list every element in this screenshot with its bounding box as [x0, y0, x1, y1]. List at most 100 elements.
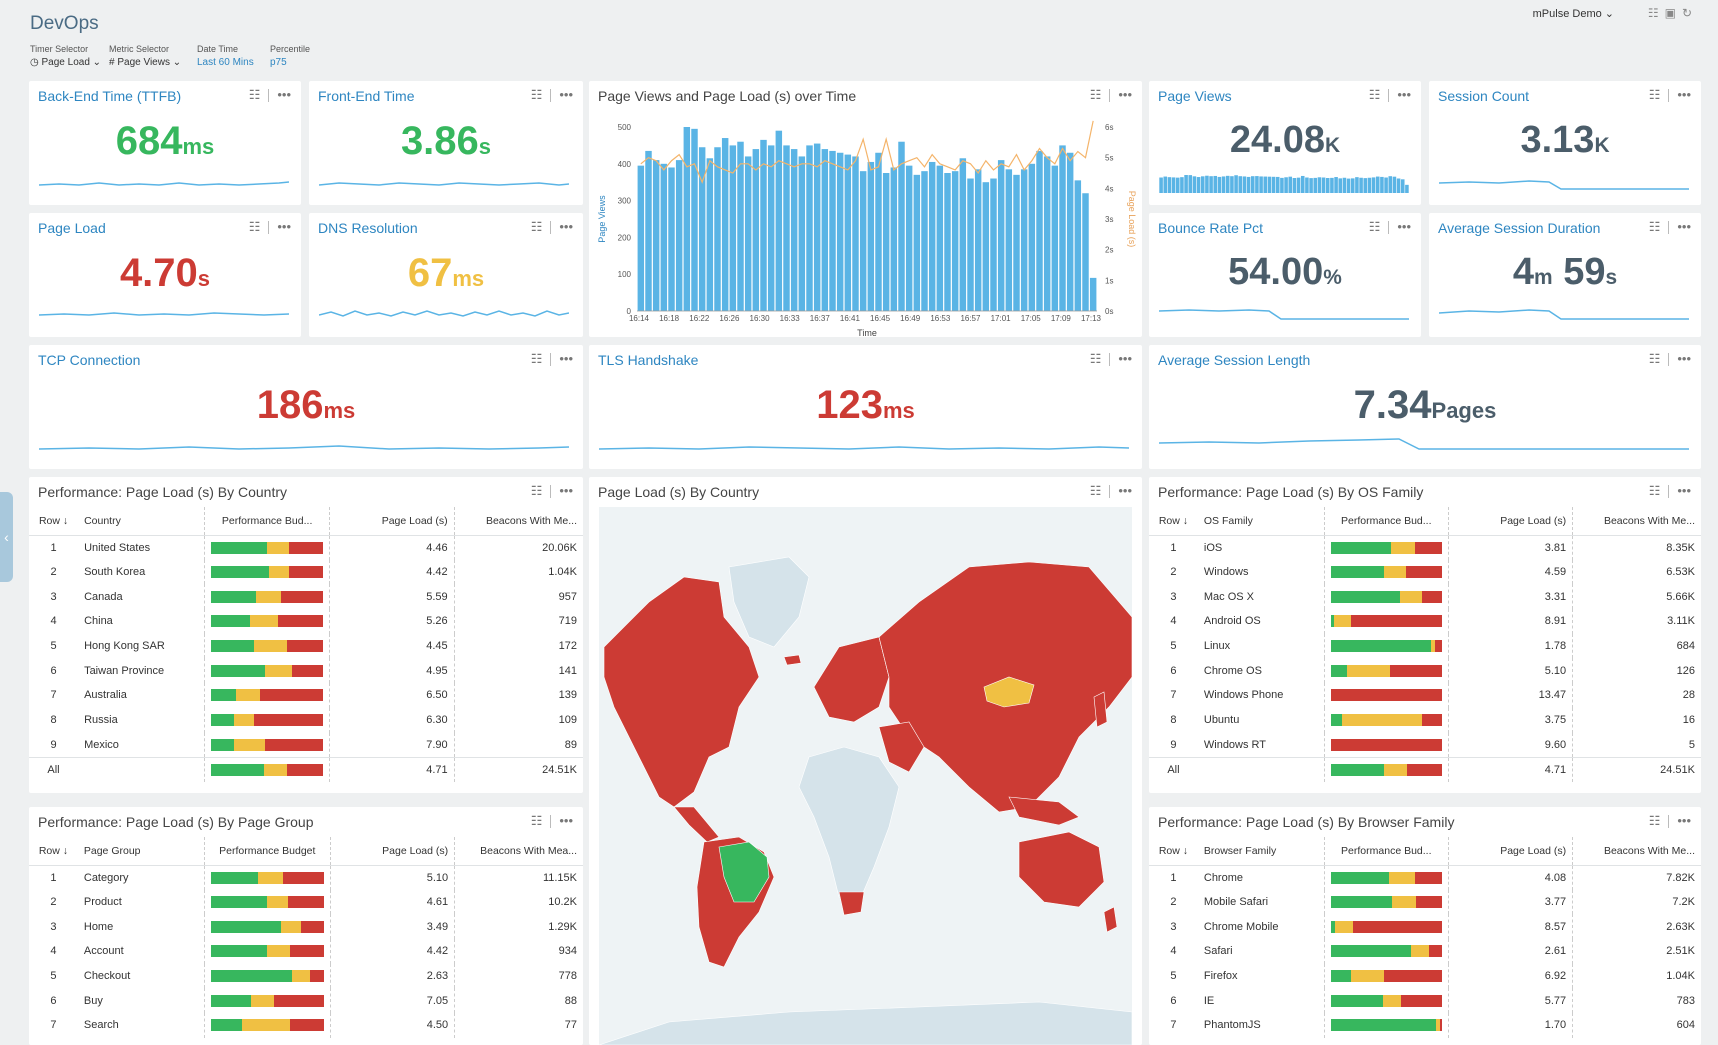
column-header[interactable]: Beacons With Me...	[1572, 837, 1701, 866]
table-row[interactable]: 3 Chrome Mobile 8.57 2.63K	[1149, 914, 1701, 940]
table-row[interactable]: 6 Chrome OS 5.10 126	[1149, 658, 1701, 684]
table-row[interactable]: 4 Account 4.42 934	[29, 939, 583, 964]
tree-icon[interactable]: ☷	[1648, 813, 1661, 828]
more-options-icon[interactable]: •••	[1397, 87, 1411, 102]
more-options-icon[interactable]: •••	[1118, 351, 1132, 366]
table-row[interactable]: 5 Hong Kong SAR 4.45 172	[29, 633, 583, 659]
column-header[interactable]: Performance Budget	[203, 837, 331, 866]
tree-icon[interactable]: ☷	[1089, 351, 1102, 366]
more-options-icon[interactable]: •••	[1677, 87, 1691, 102]
tree-icon[interactable]: ☷	[1368, 87, 1381, 102]
table-row[interactable]: 6 IE 5.77 783	[1149, 988, 1701, 1014]
column-header[interactable]: Performance Bud...	[204, 507, 330, 536]
tree-icon[interactable]: ☷	[1647, 6, 1665, 20]
column-header[interactable]: Performance Bud...	[1323, 507, 1449, 536]
percentile-selector[interactable]: Percentile p75	[270, 44, 311, 68]
column-header[interactable]: Page Load (s)	[328, 507, 455, 536]
table-row[interactable]: 2 Product 4.61 10.2K	[29, 889, 583, 915]
panel-title[interactable]: Bounce Rate Pct	[1158, 220, 1264, 236]
column-header[interactable]: Browser Family	[1197, 837, 1325, 866]
more-options-icon[interactable]: •••	[1397, 219, 1411, 234]
table-row[interactable]: 2 Mobile Safari 3.77 7.2K	[1149, 889, 1701, 915]
table-row[interactable]: 8 Russia 6.30 109	[29, 707, 583, 733]
table-row[interactable]: 4 Safari 2.61 2.51K	[1149, 939, 1701, 964]
table-row[interactable]: 3 Mac OS X 3.31 5.66K	[1149, 584, 1701, 610]
table-row[interactable]: 2 Windows 4.59 6.53K	[1149, 559, 1701, 585]
panel-title[interactable]: Average Session Duration	[1438, 220, 1601, 236]
column-header[interactable]: Country	[78, 507, 205, 536]
column-header[interactable]: Beacons With Me...	[453, 507, 583, 536]
column-header[interactable]: Page Load (s)	[329, 837, 455, 866]
panel-title[interactable]: TCP Connection	[38, 352, 141, 368]
save-icon[interactable]: ▣	[1664, 6, 1682, 20]
more-options-icon[interactable]: •••	[1118, 483, 1132, 498]
panel-title[interactable]: DNS Resolution	[318, 220, 418, 236]
date-time-selector[interactable]: Date Time Last 60 Mins	[197, 44, 254, 68]
table-row[interactable]: 4 Android OS 8.91 3.11K	[1149, 609, 1701, 634]
metric-selector[interactable]: Metric Selector # Page Views ⌄	[109, 44, 182, 68]
table-row[interactable]: 3 Canada 5.59 957	[29, 584, 583, 610]
tree-icon[interactable]: ☷	[1368, 219, 1381, 234]
more-options-icon[interactable]: •••	[1677, 813, 1691, 828]
more-options-icon[interactable]: •••	[277, 219, 291, 234]
column-header[interactable]: Performance Bud...	[1323, 837, 1449, 866]
tree-icon[interactable]: ☷	[1648, 351, 1661, 366]
tree-icon[interactable]: ☷	[1089, 483, 1102, 498]
table-row[interactable]: 7 Search 4.50 77	[29, 1013, 583, 1038]
table-row[interactable]: 9 Mexico 7.90 89	[29, 732, 583, 758]
panel-title[interactable]: Front-End Time	[318, 88, 415, 104]
tree-icon[interactable]: ☷	[248, 87, 261, 102]
more-options-icon[interactable]: •••	[559, 219, 573, 234]
table-row[interactable]: 3 Home 3.49 1.29K	[29, 914, 583, 940]
more-options-icon[interactable]: •••	[1677, 483, 1691, 498]
panel-title[interactable]: TLS Handshake	[598, 352, 699, 368]
column-header[interactable]: Beacons With Me...	[1572, 507, 1701, 536]
panel-title[interactable]: Session Count	[1438, 88, 1530, 104]
table-row[interactable]: All 4.71 24.51K	[1149, 756, 1701, 782]
combo-chart[interactable]: 0 100 200 300 400 500 0s 1s 2s 3s 4s 5s 6s 16:14 16:18…	[589, 111, 1142, 337]
table-row[interactable]: 1 United States 4.46 20.06K	[29, 535, 583, 560]
table-row[interactable]: 9 Windows RT 9.60 5	[1149, 732, 1701, 758]
tree-icon[interactable]: ☷	[530, 813, 543, 828]
panel-title[interactable]: Page Views	[1158, 88, 1232, 104]
more-options-icon[interactable]: •••	[559, 483, 573, 498]
sidebar-toggle[interactable]: ‹	[0, 492, 13, 582]
world-map[interactable]	[589, 507, 1142, 1045]
tree-icon[interactable]: ☷	[1089, 87, 1102, 102]
more-options-icon[interactable]: •••	[559, 351, 573, 366]
table-row[interactable]: All 4.71 24.51K	[29, 756, 583, 782]
column-header[interactable]: Page Load (s)	[1447, 507, 1573, 536]
table-row[interactable]: 7 Windows Phone 13.47 28	[1149, 683, 1701, 708]
table-row[interactable]: 1 Category 5.10 11.15K	[29, 865, 583, 890]
panel-title[interactable]: Average Session Length	[1158, 352, 1311, 368]
tree-icon[interactable]: ☷	[530, 87, 543, 102]
more-options-icon[interactable]: •••	[1677, 219, 1691, 234]
table-row[interactable]: 1 Chrome 4.08 7.82K	[1149, 865, 1701, 890]
refresh-icon[interactable]: ↻	[1681, 6, 1698, 20]
tree-icon[interactable]: ☷	[530, 351, 543, 366]
panel-title[interactable]: Page Load	[38, 220, 106, 236]
table-row[interactable]: 5 Checkout 2.63 778	[29, 963, 583, 989]
column-header[interactable]: Row ↓	[1149, 837, 1198, 866]
more-options-icon[interactable]: •••	[559, 813, 573, 828]
table-row[interactable]: 8 Ubuntu 3.75 16	[1149, 707, 1701, 733]
column-header[interactable]: OS Family	[1197, 507, 1325, 536]
more-options-icon[interactable]: •••	[1677, 351, 1691, 366]
table-row[interactable]: 6 Buy 7.05 88	[29, 988, 583, 1014]
timer-selector[interactable]: Timer Selector ◷ Page Load ⌄	[30, 44, 102, 68]
column-header[interactable]: Beacons With Mea...	[454, 837, 583, 866]
table-row[interactable]: 5 Linux 1.78 684	[1149, 633, 1701, 659]
table-row[interactable]: 2 South Korea 4.42 1.04K	[29, 559, 583, 585]
tree-icon[interactable]: ☷	[530, 483, 543, 498]
column-header[interactable]: Page Load (s)	[1447, 837, 1573, 866]
table-row[interactable]: 5 Firefox 6.92 1.04K	[1149, 963, 1701, 989]
column-header[interactable]: Row ↓	[29, 837, 78, 866]
tree-icon[interactable]: ☷	[248, 219, 261, 234]
tree-icon[interactable]: ☷	[1648, 483, 1661, 498]
tree-icon[interactable]: ☷	[1648, 87, 1661, 102]
column-header[interactable]: Row ↓	[29, 507, 79, 536]
table-row[interactable]: 6 Taiwan Province 4.95 141	[29, 658, 583, 684]
panel-title[interactable]: Back-End Time (TTFB)	[38, 88, 182, 104]
table-row[interactable]: 7 Australia 6.50 139	[29, 683, 583, 708]
more-options-icon[interactable]: •••	[559, 87, 573, 102]
